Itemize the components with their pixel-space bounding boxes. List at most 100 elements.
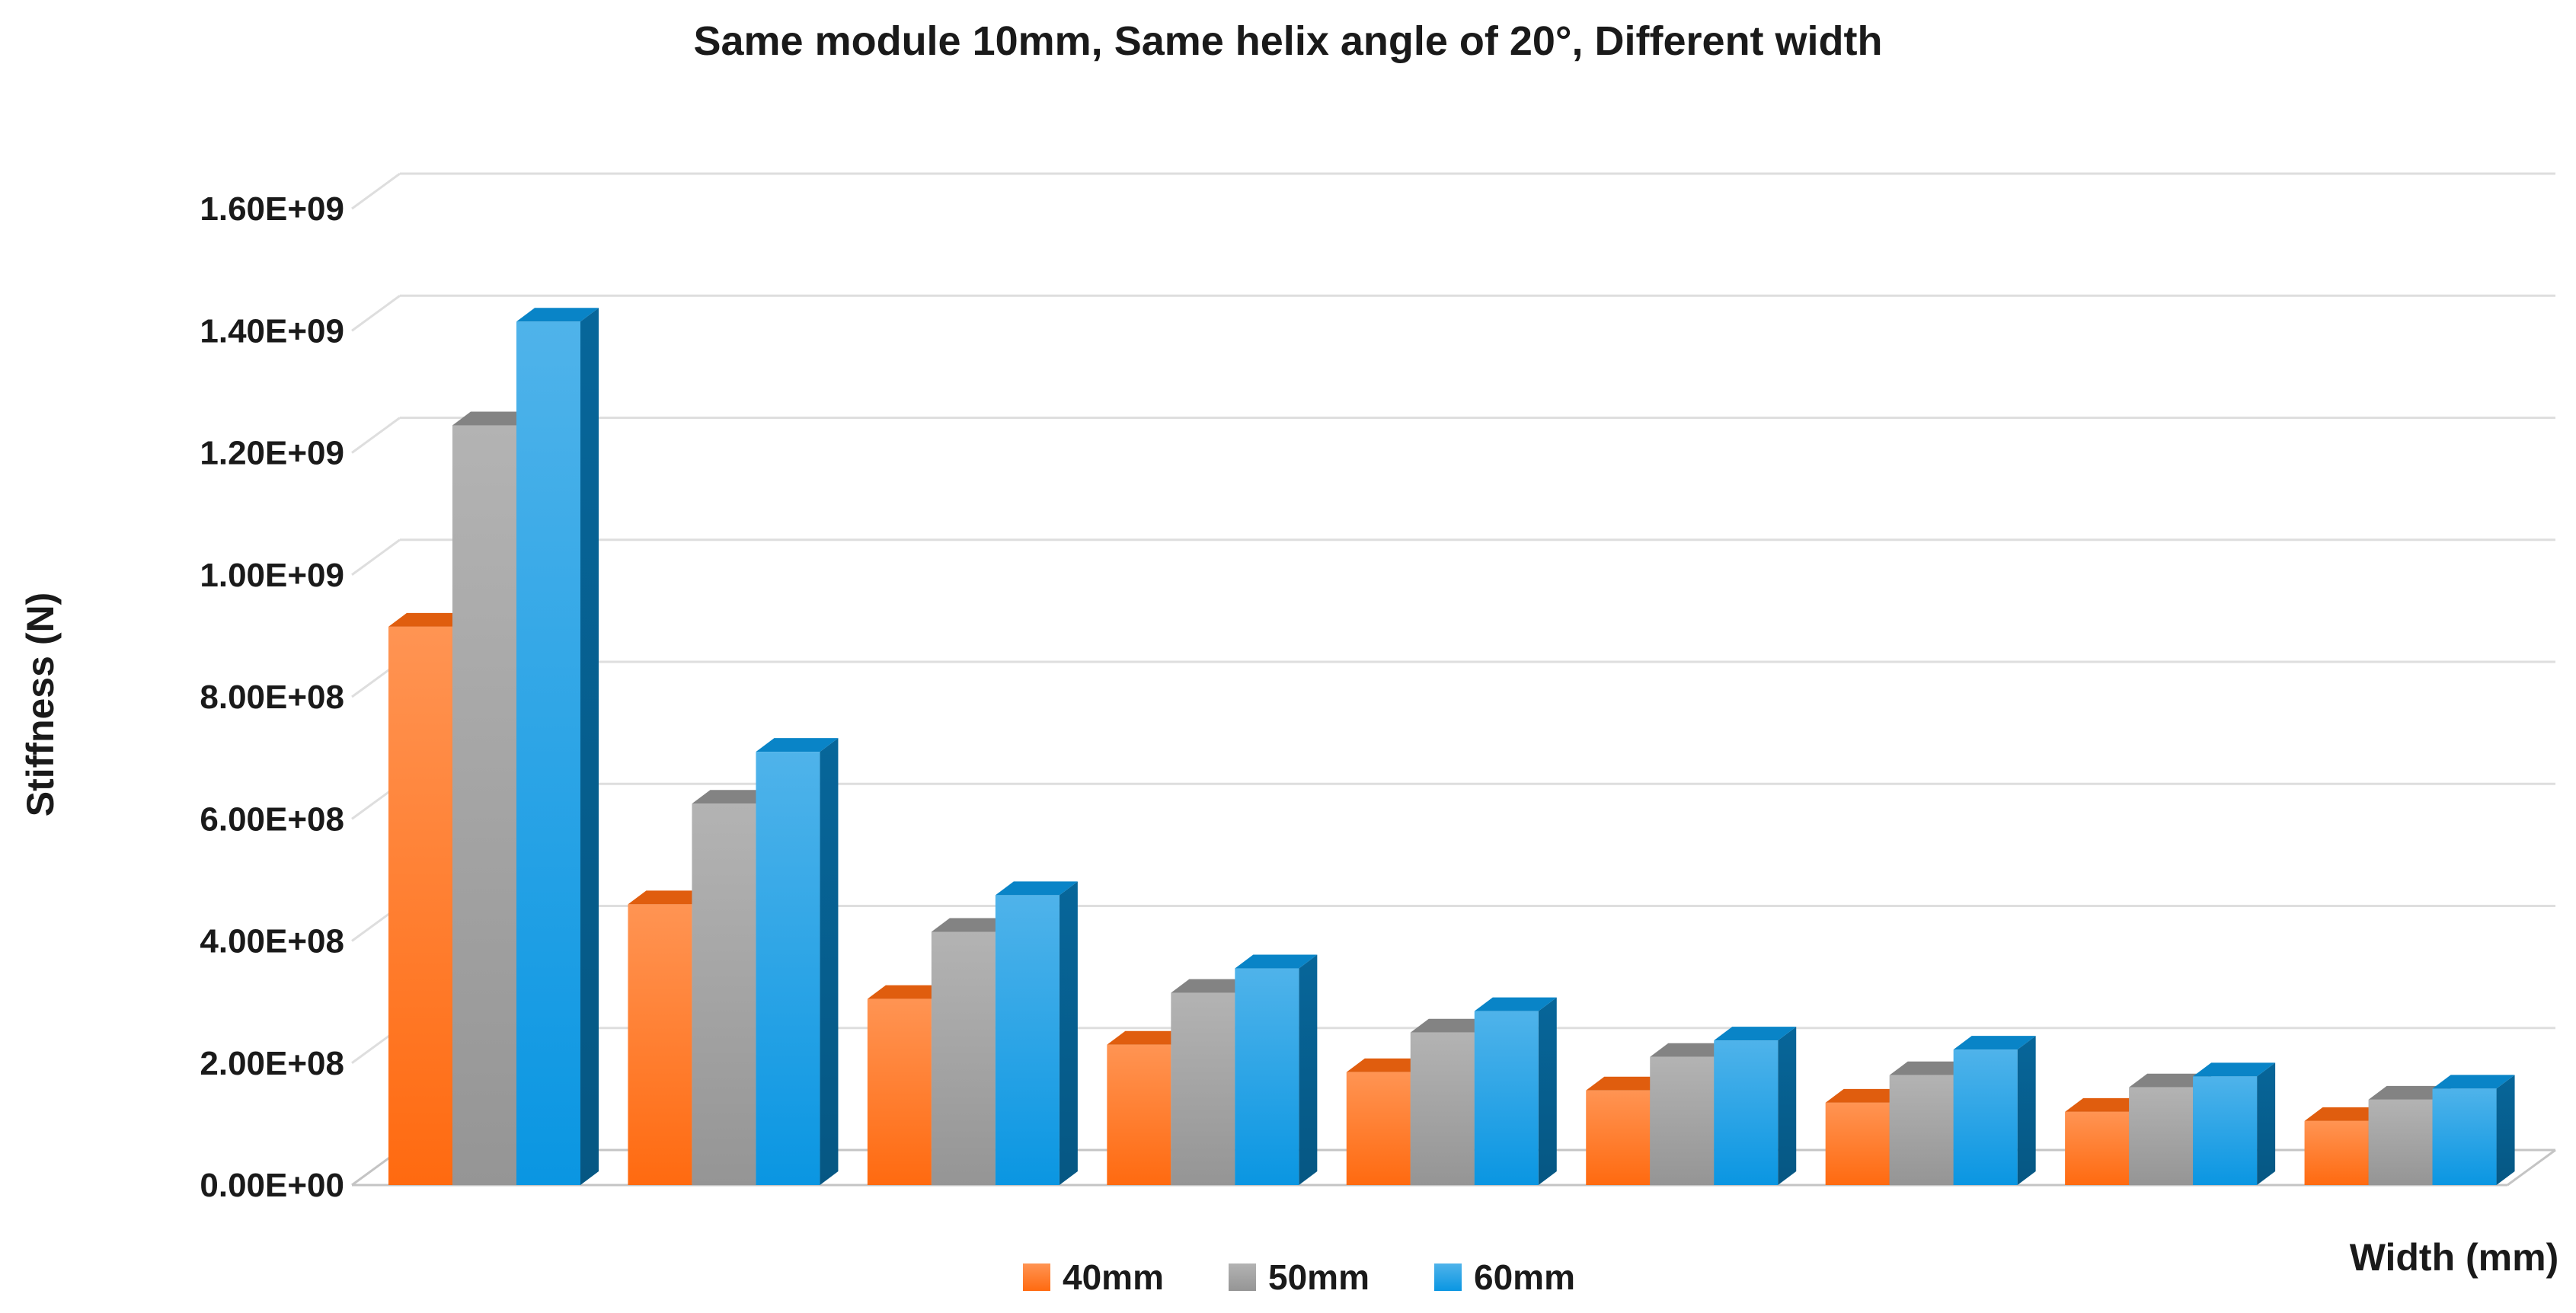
- chart-title: Same module 10mm, Same helix angle of 20…: [693, 18, 1882, 64]
- bar-top-face: [1714, 1027, 1797, 1041]
- bar-top-face: [388, 612, 471, 627]
- bar-top-face: [1235, 954, 1318, 969]
- bar-side-face: [2017, 1036, 2036, 1185]
- legend-label: 40mm: [1063, 1257, 1164, 1297]
- legend-label: 50mm: [1268, 1257, 1369, 1297]
- bar-top-face: [2304, 1107, 2387, 1121]
- bar-60mm-2: [756, 738, 839, 1185]
- gridline-diagonal: [351, 417, 401, 454]
- legend: 40mm 50mm 60mm: [1023, 1257, 1575, 1297]
- bar-front-face: [2432, 1088, 2497, 1185]
- bar-top-face: [692, 790, 775, 804]
- bar-60mm-6: [1714, 1027, 1797, 1185]
- legend-swatch: [1434, 1263, 1462, 1291]
- bar-top-face: [1346, 1058, 1429, 1072]
- y-tick-label: 1.00E+09: [200, 557, 344, 594]
- bar-top-face: [1410, 1018, 1493, 1033]
- bar-front-face: [1889, 1075, 1954, 1185]
- bar-top-face: [1171, 979, 1254, 993]
- bar-top-face: [931, 918, 1014, 932]
- bar-top-face: [1107, 1030, 1190, 1045]
- bar-top-face: [2193, 1062, 2276, 1077]
- bar-front-face: [2368, 1099, 2433, 1185]
- bar-top-face: [1825, 1088, 1908, 1103]
- bar-top-face: [1650, 1043, 1733, 1057]
- bar-side-face: [1059, 881, 1078, 1185]
- bar-top-face: [995, 881, 1078, 896]
- y-tick-label: 1.40E+09: [200, 312, 344, 350]
- bar-front-face: [388, 626, 452, 1185]
- y-tick-label: 2.00E+08: [200, 1045, 344, 1082]
- legend-item-60mm: 60mm: [1434, 1257, 1575, 1297]
- bar-60mm-7: [1953, 1036, 2036, 1185]
- y-tick-label: 8.00E+08: [200, 679, 344, 716]
- legend-item-50mm: 50mm: [1229, 1257, 1369, 1297]
- bar-top-face: [452, 411, 535, 426]
- bar-top-face: [2368, 1085, 2451, 1100]
- x-axis-title: Width (mm): [2350, 1236, 2559, 1279]
- y-tick-label: 1.20E+09: [200, 435, 344, 472]
- bar-top-face: [2065, 1097, 2148, 1112]
- bar-front-face: [1714, 1040, 1779, 1185]
- bar-front-face: [1107, 1044, 1171, 1185]
- bar-front-face: [1953, 1049, 2018, 1185]
- bar-side-face: [1299, 954, 1318, 1185]
- y-tick-label: 6.00E+08: [200, 800, 344, 838]
- legend-item-40mm: 40mm: [1023, 1257, 1164, 1297]
- bar-front-face: [931, 931, 996, 1185]
- y-axis-title: Stiffness (N): [19, 593, 62, 816]
- bar-side-face: [1538, 997, 1557, 1185]
- bar-front-face: [1346, 1072, 1411, 1185]
- gridline-diagonal: [351, 538, 401, 576]
- legend-swatch: [1023, 1263, 1050, 1291]
- bars: [388, 308, 2515, 1186]
- bar-side-face: [2496, 1075, 2515, 1185]
- bar-front-face: [1171, 992, 1235, 1185]
- bar-front-face: [2193, 1076, 2258, 1185]
- bar-top-face: [2432, 1075, 2515, 1089]
- bar-top-face: [1474, 997, 1557, 1011]
- legend-swatch: [1229, 1263, 1256, 1291]
- bar-60mm-3: [995, 881, 1078, 1185]
- bar-front-face: [1410, 1032, 1475, 1185]
- bar-side-face: [2257, 1062, 2276, 1185]
- bar-top-face: [756, 738, 839, 752]
- bar-top-face: [867, 985, 950, 999]
- bar-60mm-9: [2432, 1075, 2515, 1185]
- y-tick-label: 0.00E+00: [200, 1167, 344, 1204]
- bar-front-face: [1825, 1102, 1890, 1185]
- bar-front-face: [628, 904, 692, 1185]
- floor-right-edge: [2507, 1148, 2556, 1187]
- bar-front-face: [756, 752, 820, 1185]
- y-tick-label: 4.00E+08: [200, 923, 344, 960]
- bar-front-face: [2304, 1120, 2369, 1185]
- gridline-diagonal: [351, 172, 401, 210]
- bar-top-face: [1586, 1076, 1669, 1091]
- y-tick-label: 1.60E+09: [200, 190, 344, 228]
- bar-front-face: [692, 803, 756, 1185]
- bar-front-face: [867, 998, 932, 1185]
- bar-60mm-8: [2193, 1062, 2276, 1185]
- bar-front-face: [1235, 968, 1299, 1185]
- bar-front-face: [2129, 1087, 2194, 1185]
- bar-side-face: [820, 738, 839, 1185]
- bar-top-face: [1889, 1061, 1972, 1075]
- bar-60mm-5: [1474, 997, 1557, 1185]
- bar-side-face: [1778, 1027, 1797, 1185]
- bar-front-face: [516, 321, 580, 1186]
- legend-label: 60mm: [1474, 1257, 1575, 1297]
- bar-top-face: [628, 890, 711, 905]
- bar-front-face: [2065, 1111, 2130, 1185]
- bar-side-face: [580, 308, 599, 1186]
- bar-top-face: [1953, 1036, 2036, 1050]
- bar-60mm-1: [516, 308, 599, 1186]
- gridline-diagonal: [351, 295, 401, 332]
- bar-front-face: [1650, 1056, 1715, 1185]
- bar-front-face: [1474, 1011, 1539, 1185]
- bar-top-face: [516, 308, 599, 322]
- bar-front-face: [995, 895, 1059, 1185]
- bar-front-face: [1586, 1090, 1651, 1185]
- bar-front-face: [452, 425, 516, 1185]
- y-axis-tick-labels: 0.00E+00 2.00E+08 4.00E+08 6.00E+08 8.00E+08…: [200, 190, 344, 1204]
